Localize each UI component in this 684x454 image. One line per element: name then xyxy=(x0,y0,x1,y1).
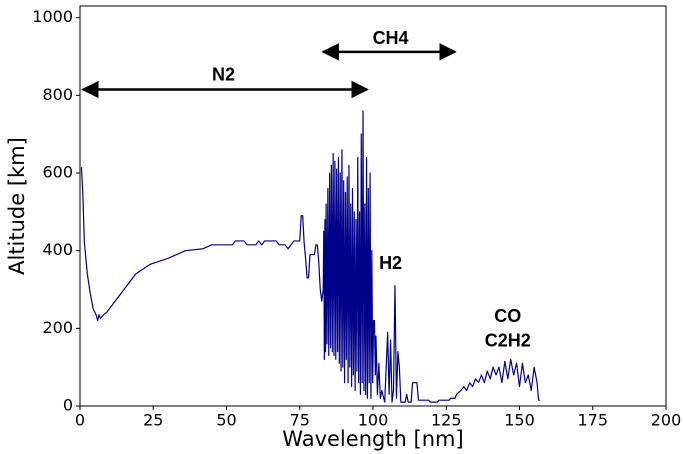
x-tick-label: 125 xyxy=(431,411,462,430)
y-axis-label: Altitude [km] xyxy=(5,137,29,275)
x-axis-label: Wavelength [nm] xyxy=(282,427,463,451)
x-tick-label: 150 xyxy=(504,411,535,430)
x-tick-label: 175 xyxy=(577,411,608,430)
y-tick-label: 1000 xyxy=(32,7,73,26)
y-tick-label: 0 xyxy=(63,396,73,415)
x-tick-label: 0 xyxy=(75,411,85,430)
y-tick-label: 600 xyxy=(42,162,73,181)
annotation: CH4 xyxy=(373,28,409,48)
x-tick-label: 25 xyxy=(143,411,163,430)
annotation: H2 xyxy=(379,253,402,273)
annotation: C2H2 xyxy=(485,331,531,351)
annotation: N2 xyxy=(212,65,235,85)
x-tick-label: 200 xyxy=(651,411,682,430)
annotation: CO xyxy=(494,306,521,326)
data-line xyxy=(80,110,541,403)
y-tick-label: 400 xyxy=(42,240,73,259)
x-tick-label: 75 xyxy=(290,411,310,430)
x-tick-label: 50 xyxy=(216,411,236,430)
y-tick-label: 200 xyxy=(42,318,73,337)
x-tick-label: 100 xyxy=(358,411,389,430)
y-tick-label: 800 xyxy=(42,85,73,104)
